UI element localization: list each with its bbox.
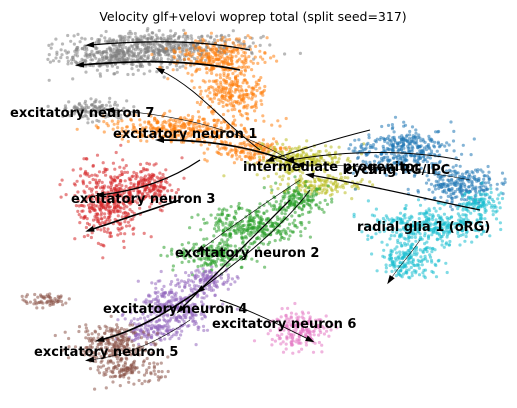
cluster-points-excitatory-neuron-5: [20, 292, 170, 391]
streamline-arrowhead: [387, 275, 395, 285]
streamline: [99, 159, 201, 196]
streamline: [199, 189, 311, 291]
streamline-arrowhead: [265, 155, 275, 162]
cluster-label: excitatory neuron 2: [175, 246, 319, 261]
streamline: [199, 179, 301, 251]
cluster-label: excitatory neuron 7: [10, 106, 154, 121]
streamline-arrowhead: [85, 41, 95, 48]
cluster-label: radial glia 1 (oRG): [357, 220, 490, 235]
cluster-points-radial-glia-1-org-: [352, 181, 505, 280]
streamline-arrowhead: [155, 67, 165, 75]
streamline-arrowhead: [85, 356, 95, 363]
streamline: [79, 60, 241, 71]
cluster-label: excitatory neuron 6: [212, 317, 356, 332]
streamline: [309, 174, 481, 211]
streamline-arrowhead: [105, 107, 115, 114]
cluster-label: cycling RG/IPC: [345, 163, 450, 178]
streamline-arrowhead: [95, 336, 105, 342]
streamline: [89, 199, 181, 231]
streamline: [159, 69, 261, 151]
streamline-arrowhead: [196, 245, 205, 253]
cell-points: [20, 27, 507, 391]
streamline: [269, 129, 371, 161]
streamline-arrowhead: [85, 225, 95, 232]
cluster-points-excitatory-neuron-2: [159, 175, 334, 277]
streamline: [299, 164, 471, 181]
streamline-arrowhead: [75, 61, 85, 68]
cluster-label: excitatory neuron 5: [34, 345, 178, 360]
streamline: [89, 41, 251, 51]
streamline: [99, 289, 201, 341]
streamline: [219, 299, 311, 341]
streamline: [289, 152, 461, 161]
cluster-labels: excitatory neuron 7 excitatory neuron 1 in…: [10, 106, 490, 360]
streamline-arrowhead: [95, 191, 105, 198]
cluster-label: excitatory neuron 4: [103, 302, 247, 317]
cluster-label: excitatory neuron 1: [113, 127, 257, 142]
streamline: [179, 199, 291, 311]
streamline: [389, 239, 421, 281]
streamline-arrowhead: [176, 305, 185, 314]
streamline: [159, 139, 301, 166]
streamline: [109, 109, 291, 161]
streamline-arrowhead: [155, 137, 164, 143]
streamline-arrowhead: [305, 335, 315, 343]
streamline: [89, 319, 191, 361]
cluster-label: intermediate progenitor: [243, 160, 421, 175]
cluster-label: excitatory neuron 3: [71, 192, 215, 207]
velocity-streamlines: [75, 41, 481, 363]
chart-title: Velocity glf+velovi woprep total (split …: [99, 9, 406, 24]
streamline-arrowhead: [305, 172, 315, 179]
